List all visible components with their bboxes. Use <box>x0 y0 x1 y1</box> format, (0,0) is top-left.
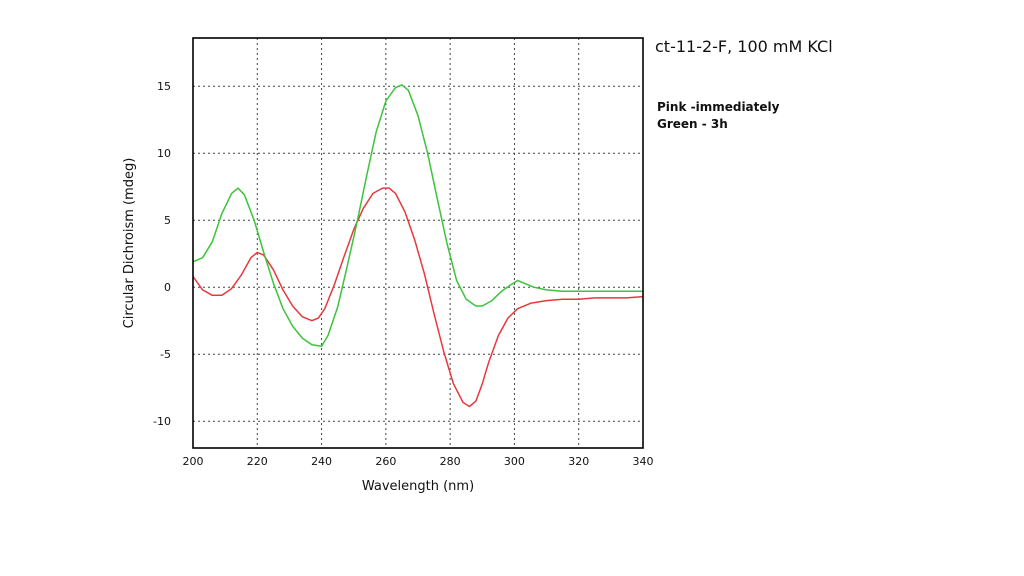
x-tick-label: 200 <box>183 455 204 468</box>
tick-labels: 200 220 240 260 280 300 320 340 -10 -5 0 5 10 15 <box>153 80 653 468</box>
chart-title: ct-11-2-F, 100 mM KCl <box>655 37 833 56</box>
x-tick-label: 280 <box>440 455 461 468</box>
grid <box>193 38 643 448</box>
series-layer <box>192 84 644 408</box>
y-axis-label: Circular Dichroism (mdeg) <box>122 158 137 329</box>
y-tick-label: 5 <box>164 214 171 227</box>
y-tick-label: 15 <box>157 80 171 93</box>
x-tick-label: 260 <box>375 455 396 468</box>
plot-frame <box>192 37 644 449</box>
x-axis-label: Wavelength (nm) <box>362 479 474 494</box>
x-tick-label: 220 <box>247 455 268 468</box>
note-pink: Pink -immediately <box>657 100 780 114</box>
x-tick-label: 300 <box>504 455 525 468</box>
y-tick-label: 10 <box>157 147 171 160</box>
x-tick-label: 320 <box>568 455 589 468</box>
x-tick-label: 240 <box>311 455 332 468</box>
plot-background <box>193 38 643 448</box>
legend-note: Pink -immediately Green - 3h <box>657 99 857 133</box>
note-green: Green - 3h <box>657 117 728 131</box>
x-tick-label: 340 <box>633 455 654 468</box>
y-tick-label: -10 <box>153 415 171 428</box>
y-tick-label: 0 <box>164 281 171 294</box>
y-tick-label: -5 <box>160 348 171 361</box>
series-line-1 <box>192 187 644 408</box>
series-line-2 <box>192 84 643 347</box>
